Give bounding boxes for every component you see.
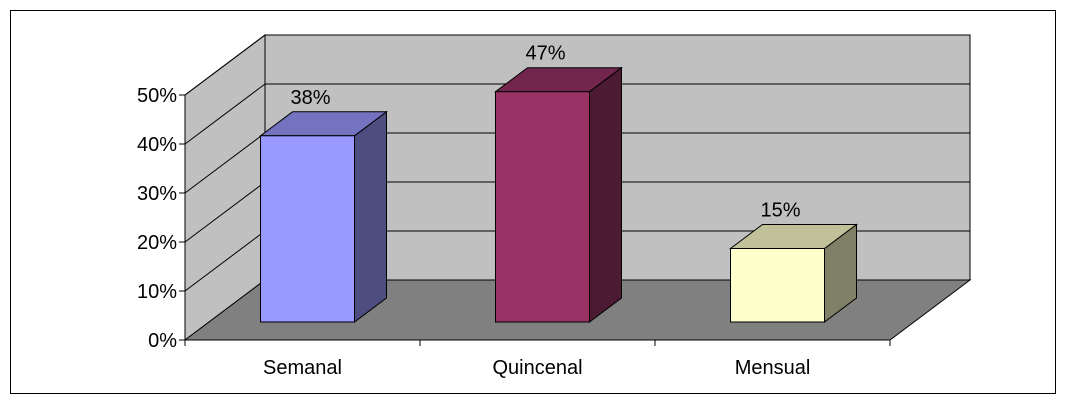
category-label: Quincenal: [492, 357, 582, 379]
y-tick-label: 50%: [137, 85, 177, 107]
bar-semanal: 38%: [259, 87, 388, 323]
y-tick-label: 10%: [137, 281, 177, 303]
gridline-side: [184, 34, 266, 96]
data-label: 15%: [760, 200, 800, 222]
y-axis-ticks: 0% 10% 20% 30% 40% 50%: [137, 85, 185, 352]
y-tick-label: 20%: [137, 232, 177, 254]
bar-mensual: 15%: [729, 200, 858, 323]
data-label: 47%: [525, 43, 565, 65]
category-label: Semanal: [263, 357, 342, 379]
bar-front: [260, 135, 355, 323]
bar-quincenal: 47%: [494, 43, 623, 323]
chart-axes: [184, 95, 891, 346]
y-tick-label: 30%: [137, 183, 177, 205]
gridline-side: [184, 230, 266, 292]
x-axis-labels: Semanal Quincenal Mensual: [263, 357, 810, 379]
bar-side: [354, 110, 387, 323]
bars: 38% 47% 15%: [259, 43, 858, 323]
bar-side: [589, 66, 622, 323]
gridline-side: [184, 83, 266, 145]
y-tick-label: 0%: [148, 330, 177, 352]
bar-front: [730, 248, 825, 323]
y-tick-label: 40%: [137, 134, 177, 156]
gridline-side: [184, 132, 266, 194]
data-label: 38%: [290, 87, 330, 109]
bar-front: [495, 91, 590, 323]
gridline-side: [184, 181, 266, 243]
category-label: Mensual: [735, 357, 811, 379]
